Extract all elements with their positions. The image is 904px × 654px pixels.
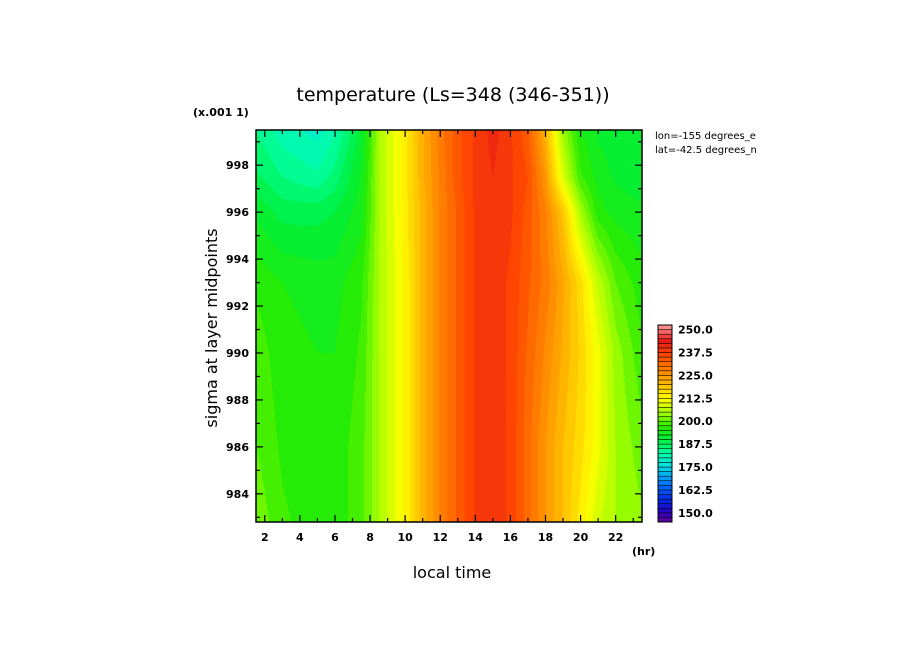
y-tick-label: 986 bbox=[226, 441, 249, 454]
x-tick-label: 10 bbox=[397, 531, 413, 544]
colorbar-label: 150.0 bbox=[678, 507, 713, 520]
y-multiplier-label: (x.001 1) bbox=[193, 106, 249, 119]
colorbar-swatch bbox=[657, 503, 673, 509]
y-tick-label: 994 bbox=[226, 253, 249, 266]
colorbar-label: 237.5 bbox=[678, 346, 713, 359]
y-tick-label: 992 bbox=[226, 300, 249, 313]
x-tick-label: 14 bbox=[468, 531, 484, 544]
y-tick-label: 984 bbox=[226, 488, 249, 501]
x-tick-label: 22 bbox=[608, 531, 623, 544]
lon-annotation: lon=-155 degrees_e bbox=[655, 131, 756, 142]
colorbar-swatch bbox=[657, 375, 673, 381]
colorbar-label: 225.0 bbox=[678, 369, 713, 382]
x-axis-label: local time bbox=[413, 563, 492, 582]
colorbar-swatch bbox=[657, 471, 673, 477]
colorbar-swatch bbox=[657, 402, 673, 408]
y-tick-label: 998 bbox=[226, 159, 249, 172]
x-tick-label: 16 bbox=[503, 531, 519, 544]
colorbar-swatch bbox=[657, 329, 673, 335]
colorbar-swatch bbox=[657, 517, 673, 523]
colorbar-label: 175.0 bbox=[678, 461, 713, 474]
colorbar-swatch bbox=[657, 420, 673, 427]
colorbar-swatch bbox=[657, 439, 673, 445]
colorbar-swatch bbox=[657, 333, 673, 339]
colorbar-swatch bbox=[657, 425, 673, 431]
contour-image bbox=[256, 130, 642, 522]
colorbar-swatch bbox=[657, 430, 673, 436]
colorbar-swatch bbox=[657, 411, 673, 417]
colorbar-swatch bbox=[657, 393, 673, 399]
colorbar-swatch bbox=[657, 512, 673, 518]
colorbar-swatch bbox=[657, 347, 673, 353]
colorbar-swatch bbox=[657, 398, 673, 404]
y-tick-label: 990 bbox=[226, 347, 249, 360]
lat-annotation: lat=-42.5 degrees_n bbox=[655, 145, 757, 156]
x-tick-label: 6 bbox=[331, 531, 339, 544]
contour-field bbox=[256, 130, 642, 522]
colorbar-swatch bbox=[657, 324, 673, 330]
colorbar-swatch bbox=[657, 448, 673, 454]
colorbar-swatch bbox=[657, 485, 673, 491]
colorbar-swatch bbox=[657, 457, 673, 463]
colorbar-swatch bbox=[657, 384, 673, 390]
x-tick-label: 2 bbox=[261, 531, 269, 544]
colorbar-swatch bbox=[657, 466, 673, 472]
colorbar-swatch bbox=[657, 462, 673, 468]
colorbar-swatch bbox=[657, 498, 673, 504]
y-tick-label: 988 bbox=[226, 394, 249, 407]
colorbar-swatch bbox=[657, 480, 673, 486]
colorbar-swatch bbox=[657, 338, 673, 344]
colorbar-label: 212.5 bbox=[678, 392, 713, 405]
x-axis: 2 4 6 8 10 12 14 16 18 20 22 bbox=[261, 130, 634, 544]
plot-frame bbox=[255, 129, 643, 523]
x-tick-label: 4 bbox=[296, 531, 304, 544]
colorbar-swatch bbox=[657, 356, 673, 362]
colorbar-swatch bbox=[657, 508, 673, 514]
colorbar-label: 187.5 bbox=[678, 438, 713, 451]
x-tick-label: 12 bbox=[433, 531, 448, 544]
colorbar-swatch bbox=[657, 494, 673, 500]
y-tick-label: 996 bbox=[226, 206, 249, 219]
chart-title: temperature (Ls=348 (346-351)) bbox=[296, 84, 609, 106]
x-tick-label: 8 bbox=[366, 531, 374, 544]
colorbar-frame bbox=[657, 324, 673, 523]
colorbar-swatch bbox=[657, 370, 673, 376]
x-tick-label: 18 bbox=[538, 531, 553, 544]
colorbar-swatch bbox=[657, 352, 673, 358]
x-tick-label: 20 bbox=[573, 531, 589, 544]
colorbar-swatch bbox=[657, 379, 673, 385]
colorbar-swatch bbox=[657, 416, 673, 422]
colorbar-swatch bbox=[657, 434, 673, 440]
colorbar-label: 162.5 bbox=[678, 484, 713, 497]
colorbar-swatch bbox=[657, 453, 673, 459]
x-unit-label: (hr) bbox=[632, 545, 655, 558]
colorbar-swatch bbox=[657, 343, 673, 349]
y-axis-label: sigma at layer midpoints bbox=[202, 228, 221, 427]
colorbar-label: 200.0 bbox=[678, 415, 713, 428]
colorbar-swatch bbox=[657, 407, 673, 413]
colorbar-swatch bbox=[657, 475, 673, 482]
colorbar: 250.0 237.5 225.0 212.5 200.0 187.5 175.0 162.5… bbox=[657, 324, 713, 523]
colorbar-swatch bbox=[657, 388, 673, 394]
y-axis: 984 986 988 990 992 994 996 998 bbox=[226, 141, 642, 518]
colorbar-swatch bbox=[657, 443, 673, 449]
colorbar-swatch bbox=[657, 361, 673, 367]
colorbar-swatch bbox=[657, 489, 673, 495]
colorbar-label: 250.0 bbox=[678, 324, 713, 337]
colorbar-swatch bbox=[657, 365, 673, 372]
